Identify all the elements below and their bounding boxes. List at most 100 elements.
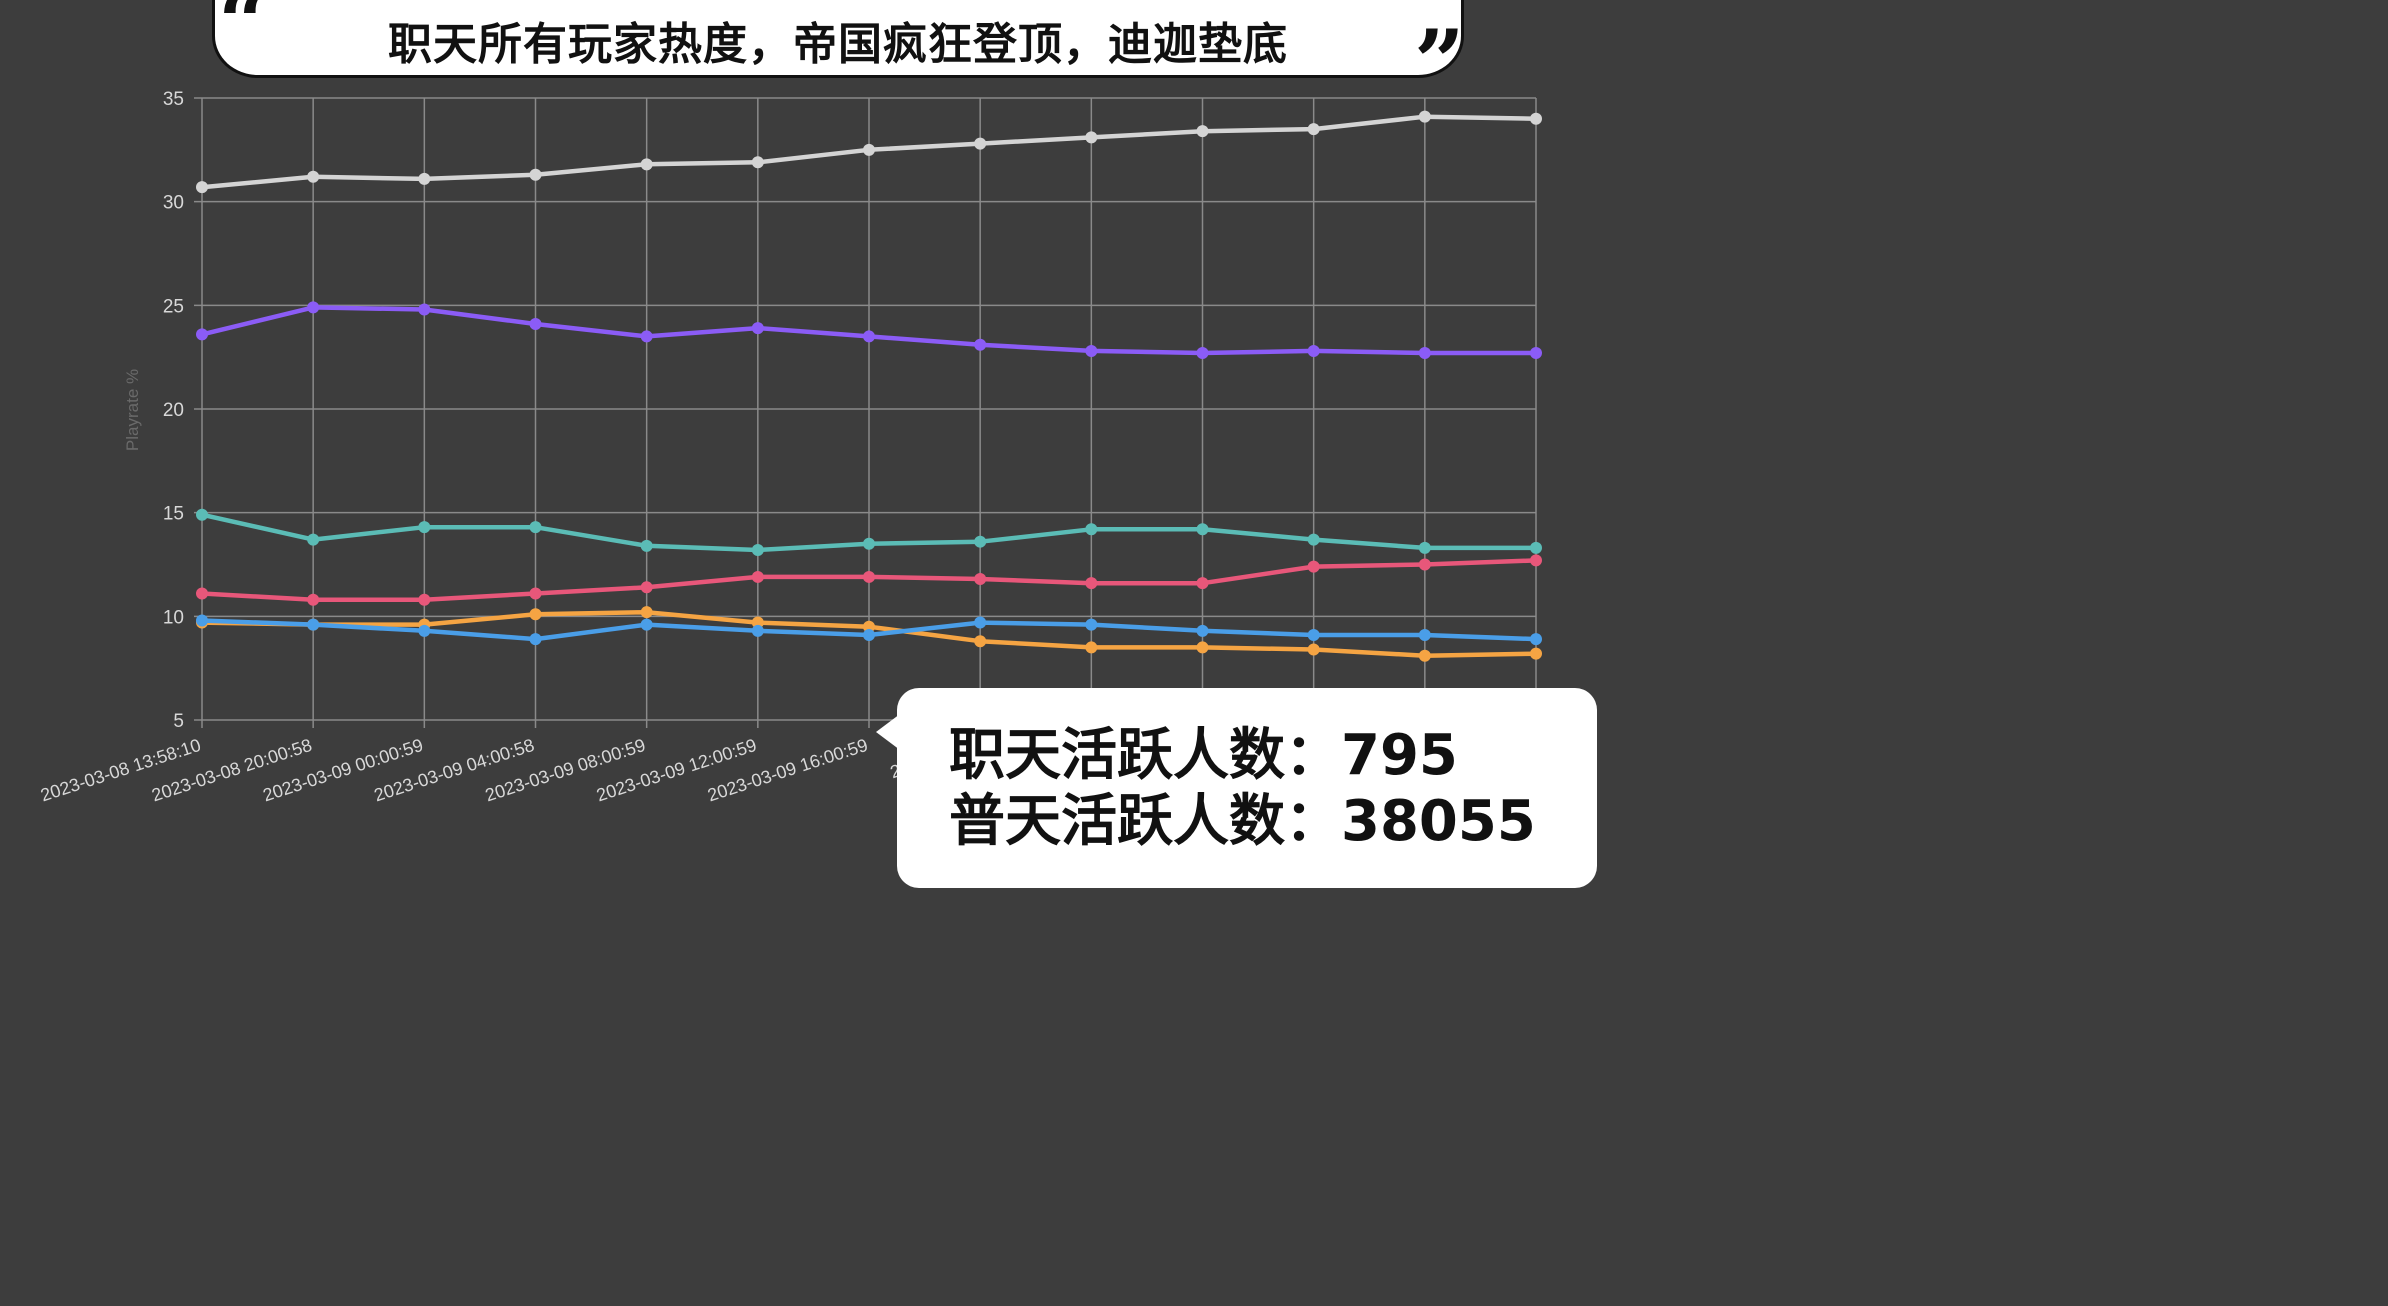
data-point xyxy=(196,181,208,194)
data-point xyxy=(196,614,208,627)
series-4 xyxy=(196,554,1542,606)
data-point xyxy=(1530,554,1542,567)
data-point xyxy=(1307,628,1320,641)
y-axis-label: Playrate % xyxy=(123,369,142,451)
data-point xyxy=(529,608,542,621)
data-point xyxy=(751,570,764,583)
data-point xyxy=(1530,647,1542,660)
data-point xyxy=(418,593,431,606)
data-point xyxy=(529,521,542,534)
data-point xyxy=(640,330,653,343)
line-chart: 5 10 15 20 25 30 35 2023-03-08 13:58:102023-03… xyxy=(38,89,1542,806)
y-tick-label: 20 xyxy=(163,400,184,421)
data-point xyxy=(974,535,987,548)
data-point xyxy=(1085,641,1098,654)
data-point xyxy=(529,587,542,600)
series-1 xyxy=(196,110,1542,194)
data-point xyxy=(196,587,208,600)
data-point xyxy=(418,303,431,316)
data-point xyxy=(974,573,987,586)
data-point xyxy=(640,606,653,619)
data-point xyxy=(418,624,431,637)
y-tick-label: 30 xyxy=(163,193,184,214)
series-3 xyxy=(196,508,1542,556)
data-point xyxy=(640,618,653,631)
data-point xyxy=(1418,649,1431,662)
y-axis-ticks: 5 10 15 20 25 30 35 xyxy=(163,89,184,732)
data-point xyxy=(1418,347,1431,360)
data-point xyxy=(974,616,987,629)
data-point xyxy=(751,156,764,169)
data-point xyxy=(1085,131,1098,144)
data-point xyxy=(1418,558,1431,571)
data-point xyxy=(1196,624,1209,637)
series-2 xyxy=(196,301,1542,360)
active-players-line-2: 普天活跃人数：38055 xyxy=(949,789,1536,854)
active-players-line-1: 职天活跃人数：795 xyxy=(949,723,1458,788)
data-point xyxy=(1085,523,1098,536)
data-point xyxy=(196,328,208,341)
data-point xyxy=(974,635,987,648)
data-point xyxy=(1085,577,1098,590)
page-title: 职天所有玩家热度，帝国疯狂登顶，迪迦垫底 xyxy=(388,19,1288,70)
data-point xyxy=(1530,541,1542,554)
data-point xyxy=(1418,110,1431,123)
data-point xyxy=(1196,523,1209,536)
y-tick-label: 35 xyxy=(163,89,184,110)
data-point xyxy=(751,322,764,335)
data-point xyxy=(307,301,320,314)
data-point xyxy=(307,533,320,546)
data-point xyxy=(1196,641,1209,654)
info-box: 职天活跃人数：795 普天活跃人数：38055 xyxy=(897,688,1597,888)
data-point xyxy=(1530,112,1542,125)
data-point xyxy=(640,539,653,552)
data-point xyxy=(1085,618,1098,631)
title-bubble: 职天所有玩家热度，帝国疯狂登顶，迪迦垫底 xyxy=(212,0,1464,78)
data-point xyxy=(307,170,320,183)
data-point xyxy=(418,172,431,185)
data-point xyxy=(1196,347,1209,360)
data-point xyxy=(1418,541,1431,554)
data-point xyxy=(529,633,542,646)
data-point xyxy=(640,581,653,594)
data-point xyxy=(1307,533,1320,546)
data-point xyxy=(863,570,875,583)
data-point xyxy=(1307,123,1320,136)
data-point xyxy=(1307,560,1320,573)
data-point xyxy=(751,543,764,556)
data-point xyxy=(751,616,764,629)
y-tick-label: 5 xyxy=(173,711,184,732)
data-point xyxy=(1418,628,1431,641)
data-point xyxy=(863,620,875,633)
series-6 xyxy=(196,614,1542,646)
data-point xyxy=(751,624,764,637)
data-point xyxy=(1530,633,1542,646)
y-tick-label: 15 xyxy=(163,504,184,525)
data-point xyxy=(974,137,987,150)
open-quote-mark: “ xyxy=(218,0,269,74)
data-point xyxy=(1530,347,1542,360)
y-tick-label: 25 xyxy=(163,296,184,317)
data-point xyxy=(863,537,875,550)
data-point xyxy=(863,330,875,343)
data-point xyxy=(974,338,987,351)
data-point xyxy=(418,521,431,534)
close-quote-mark: ” xyxy=(1414,10,1465,114)
data-point xyxy=(640,158,653,171)
data-point xyxy=(529,317,542,330)
data-point xyxy=(529,168,542,181)
data-point xyxy=(1196,577,1209,590)
data-point xyxy=(1307,643,1320,656)
data-point xyxy=(1196,125,1209,138)
data-point xyxy=(1307,344,1320,357)
data-point xyxy=(307,618,320,631)
data-point xyxy=(196,508,208,521)
data-point xyxy=(863,143,875,156)
series xyxy=(196,110,1542,662)
data-point xyxy=(307,593,320,606)
info-box-pointer xyxy=(876,714,900,750)
y-tick-label: 10 xyxy=(163,607,184,628)
data-point xyxy=(863,628,875,641)
data-point xyxy=(1085,344,1098,357)
